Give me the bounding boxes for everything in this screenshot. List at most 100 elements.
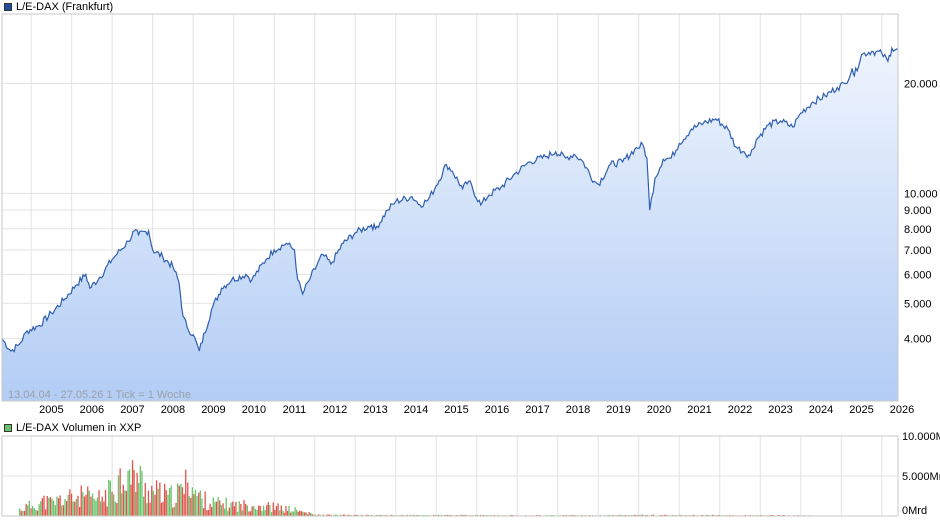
- volume-bar: [269, 505, 271, 516]
- volume-bar: [88, 490, 90, 516]
- volume-bar: [288, 505, 290, 516]
- volume-bar: [344, 514, 346, 516]
- volume-bar: [104, 489, 107, 516]
- volume-bar: [87, 486, 89, 516]
- volume-bar: [637, 514, 639, 516]
- volume-bar: [198, 492, 200, 516]
- volume-bar: [280, 505, 282, 516]
- volume-bar: [258, 505, 260, 516]
- volume-grid: [2, 435, 898, 517]
- volume-bar: [245, 503, 247, 516]
- volume-bar: [67, 494, 69, 516]
- volume-bar: [185, 469, 187, 516]
- price-y-tick-label: 8.000: [904, 224, 932, 236]
- volume-bar: [103, 501, 105, 516]
- volume-bar: [160, 502, 163, 516]
- price-x-tick-label: 2007: [120, 404, 144, 416]
- volume-bar: [612, 514, 614, 516]
- volume-bar: [162, 501, 164, 516]
- volume-bar: [674, 514, 676, 516]
- price-x-tick-label: 2021: [687, 404, 711, 416]
- price-line: [1, 46, 899, 353]
- volume-bar: [165, 490, 167, 516]
- volume-bar: [497, 514, 499, 516]
- volume-bar: [225, 497, 227, 516]
- volume-bar: [25, 504, 27, 516]
- volume-bar: [220, 505, 222, 516]
- volume-bar: [214, 501, 216, 516]
- volume-bar: [100, 501, 102, 516]
- volume-bar: [275, 506, 278, 516]
- volume-bar: [353, 514, 355, 516]
- volume-bar: [211, 506, 213, 516]
- volume-bar: [264, 510, 266, 516]
- volume-bar: [152, 490, 154, 516]
- price-y-tick-label: 4.000: [904, 334, 932, 346]
- volume-bar: [259, 505, 261, 516]
- volume-bar: [651, 514, 653, 516]
- volume-bar: [101, 496, 103, 516]
- volume-bar: [621, 514, 623, 516]
- volume-bar: [217, 497, 219, 516]
- volume-bar: [693, 514, 695, 516]
- volume-bar: [366, 514, 368, 516]
- volume-bar: [641, 514, 644, 516]
- volume-bar: [199, 490, 201, 516]
- volume-bar: [125, 490, 128, 516]
- volume-bar: [190, 497, 192, 516]
- volume-bar: [317, 514, 320, 516]
- volume-bar: [173, 506, 175, 516]
- volume-bar: [154, 494, 156, 516]
- price-x-tick-label: 2026: [890, 404, 914, 416]
- volume-bar: [228, 507, 231, 516]
- volume-bar: [133, 470, 135, 516]
- volume-bar: [313, 514, 315, 516]
- volume-bar: [209, 503, 211, 516]
- volume-bar: [139, 465, 141, 516]
- volume-bar: [679, 514, 681, 516]
- volume-bar: [433, 514, 435, 516]
- price-x-tick-label: 2014: [404, 404, 428, 416]
- volume-bar: [48, 497, 50, 516]
- volume-bar: [296, 509, 298, 516]
- volume-bar: [51, 498, 53, 516]
- volume-bar: [159, 482, 161, 516]
- price-x-tick-label: 2010: [242, 404, 266, 416]
- volume-bar: [72, 501, 74, 516]
- volume-bar: [333, 514, 335, 516]
- volume-bar: [38, 504, 40, 516]
- volume-bar: [232, 501, 234, 516]
- volume-bar: [224, 508, 226, 516]
- volume-bar: [164, 483, 166, 516]
- volume-bar: [85, 494, 87, 516]
- volume-bar: [607, 514, 609, 516]
- volume-bar: [271, 512, 273, 516]
- volume-bar: [93, 498, 95, 516]
- volume-bar: [64, 499, 66, 516]
- volume-bar: [493, 514, 496, 516]
- volume-bar: [138, 482, 140, 516]
- volume-bar: [96, 497, 99, 516]
- volume-bar: [20, 510, 22, 516]
- volume-bar: [202, 508, 205, 516]
- volume-bar: [300, 511, 302, 516]
- volume-bar: [157, 488, 159, 516]
- volume-bar: [44, 509, 47, 516]
- volume-y-tick-label: 5.000Mrd: [902, 471, 940, 483]
- volume-bar: [114, 501, 116, 516]
- volume-bar: [718, 514, 720, 516]
- volume-bar: [248, 511, 250, 516]
- volume-bar: [82, 492, 84, 516]
- volume-bar: [274, 509, 276, 516]
- volume-bar: [19, 508, 21, 516]
- price-x-tick-label: 2009: [201, 404, 225, 416]
- volume-bar: [41, 498, 43, 516]
- price-x-tick-label: 2024: [809, 404, 833, 416]
- volume-bar: [215, 501, 218, 516]
- volume-bar: [57, 498, 60, 516]
- volume-bar: [22, 510, 24, 516]
- volume-bar: [302, 511, 304, 516]
- volume-bar: [712, 514, 714, 516]
- volume-bar: [40, 501, 42, 516]
